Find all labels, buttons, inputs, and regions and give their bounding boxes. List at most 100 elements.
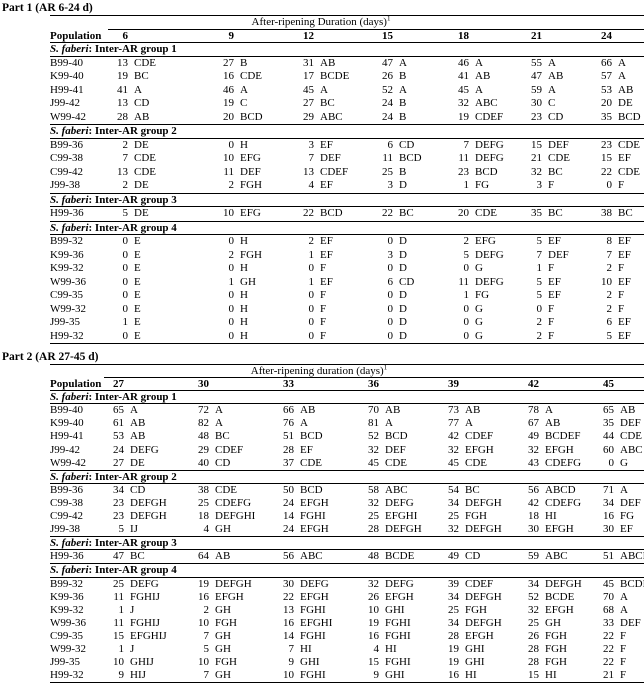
value-cell: 7 CDE bbox=[108, 152, 214, 165]
value-cell: 1 FG bbox=[449, 179, 522, 192]
value-cell: 22 BCD bbox=[294, 207, 373, 220]
value-cell: 67 AB bbox=[519, 417, 594, 429]
value-cell: 27 B bbox=[214, 57, 294, 70]
value-letters: A bbox=[385, 417, 393, 430]
table-row: B99-36 2 DE 0 H 3 EF 6 CD 7 DEFG 15 DEF 23 CDE bbox=[50, 139, 644, 153]
value-number: 22 bbox=[283, 590, 294, 603]
value-cell: 23 CD bbox=[522, 111, 592, 124]
value-letters: DEF bbox=[620, 417, 641, 430]
value-number: 68 bbox=[603, 603, 614, 616]
column-header: 21 bbox=[522, 30, 592, 43]
value-cell: 68 A bbox=[594, 604, 644, 616]
population-label: H99-36 bbox=[50, 207, 84, 219]
value-cell: 4 GH bbox=[189, 523, 274, 535]
value-cell: 25 B bbox=[373, 166, 449, 179]
value-cell: 77 A bbox=[439, 417, 519, 429]
value-letters: EF bbox=[618, 275, 631, 288]
value-cell: 32 BC bbox=[522, 166, 592, 179]
value-cell: 54 BC bbox=[439, 484, 519, 496]
value-letters: D bbox=[399, 179, 407, 191]
value-letters: CD bbox=[548, 110, 564, 123]
value-letters: DEFGH bbox=[385, 523, 422, 536]
value-letters: F bbox=[620, 656, 627, 669]
value-letters: DEF bbox=[620, 616, 641, 629]
value-cell: 56 ABCD bbox=[519, 484, 594, 496]
value-cell: 10 FGHI bbox=[274, 669, 359, 681]
value-cell: 51 ABCD bbox=[594, 550, 644, 562]
value-letters: BCDE bbox=[620, 577, 644, 590]
value-number: 0 bbox=[387, 289, 394, 301]
value-number: 2 bbox=[203, 603, 210, 616]
value-number: 5 bbox=[606, 329, 613, 342]
table-row: W99-36 0 E 1 GH 1 EF 6 CD 11 DEFG 5 EF 10 EF bbox=[50, 276, 644, 290]
value-number: 53 bbox=[601, 83, 612, 96]
value-letters: GHI bbox=[385, 603, 405, 616]
value-number: 61 bbox=[113, 417, 124, 430]
group-heading: S. faberi: Inter-AR group 1 bbox=[50, 43, 644, 57]
value-letters: BCDE bbox=[385, 550, 415, 563]
table-row: B99-40 13 CDE 27 B 31 AB 47 A 46 A 55 A 66 A bbox=[50, 57, 644, 71]
value-letters: ABC bbox=[300, 550, 323, 563]
value-number: 0 bbox=[536, 302, 543, 315]
value-number: 28 bbox=[448, 629, 459, 642]
value-number: 56 bbox=[283, 550, 294, 563]
value-letters: A bbox=[548, 83, 556, 96]
value-letters: CDE bbox=[618, 138, 640, 151]
value-cell: 5 DE bbox=[108, 207, 214, 220]
value-letters: EFG bbox=[240, 152, 261, 164]
value-number: 0 bbox=[122, 235, 129, 247]
value-number: 32 bbox=[528, 603, 539, 616]
value-letters: GH bbox=[215, 642, 231, 655]
value-cell: 58 ABC bbox=[359, 484, 439, 496]
value-number: 15 bbox=[531, 138, 542, 151]
value-number: 5 bbox=[536, 275, 543, 288]
value-letters: FGHI bbox=[300, 603, 326, 616]
value-number: 4 bbox=[373, 642, 380, 655]
value-letters: DEFG bbox=[300, 577, 329, 590]
value-number: 28 bbox=[528, 656, 539, 669]
population-label: J99-35 bbox=[50, 316, 80, 328]
value-cell: 17 BCDE bbox=[294, 70, 373, 83]
column-header-number: 15 bbox=[382, 29, 393, 42]
population-label: K99-32 bbox=[50, 603, 84, 616]
value-letters: DE bbox=[134, 179, 149, 191]
value-letters: H bbox=[240, 302, 248, 315]
value-number: 28 bbox=[283, 443, 294, 456]
value-letters: F bbox=[320, 262, 327, 274]
group-heading-rest: : Inter-AR group 4 bbox=[88, 221, 177, 234]
value-letters: DEFG bbox=[385, 577, 414, 590]
value-letters: DEFG bbox=[385, 496, 414, 509]
value-cell: 8 EF bbox=[592, 235, 644, 248]
value-cell: 40 CD bbox=[189, 457, 274, 469]
value-number: 39 bbox=[448, 577, 459, 590]
value-cell: 10 EFG bbox=[214, 152, 294, 165]
value-letters: BCD bbox=[618, 110, 641, 123]
value-cell: 28 AB bbox=[108, 111, 214, 124]
table-row: J99-35 1 E 0 H 0 F 0 D 0 G 2 F 6 EF bbox=[50, 316, 644, 330]
column-header-number: 30 bbox=[198, 378, 209, 391]
value-cell: 16 CDE bbox=[214, 70, 294, 83]
value-cell: 53 AB bbox=[592, 84, 644, 97]
column-header: 42 bbox=[519, 378, 594, 390]
value-letters: F bbox=[320, 289, 327, 301]
value-cell: 33 DEF bbox=[594, 617, 644, 629]
value-cell: 59 ABC bbox=[519, 550, 594, 562]
value-letters: EFGH bbox=[300, 496, 329, 509]
value-cell: 21 CDE bbox=[522, 152, 592, 165]
value-letters: D bbox=[399, 235, 407, 247]
value-cell: 30 EFGH bbox=[519, 523, 594, 535]
value-cell: 45 BCDE bbox=[594, 578, 644, 590]
value-number: 44 bbox=[603, 430, 614, 443]
value-number: 1 bbox=[463, 289, 470, 301]
value-cell: 27 BC bbox=[294, 97, 373, 110]
value-cell: 52 BCDE bbox=[519, 591, 594, 603]
value-letters: CDEF bbox=[320, 165, 349, 178]
population-label: K99-32 bbox=[50, 262, 84, 274]
value-letters: CD bbox=[215, 456, 231, 469]
